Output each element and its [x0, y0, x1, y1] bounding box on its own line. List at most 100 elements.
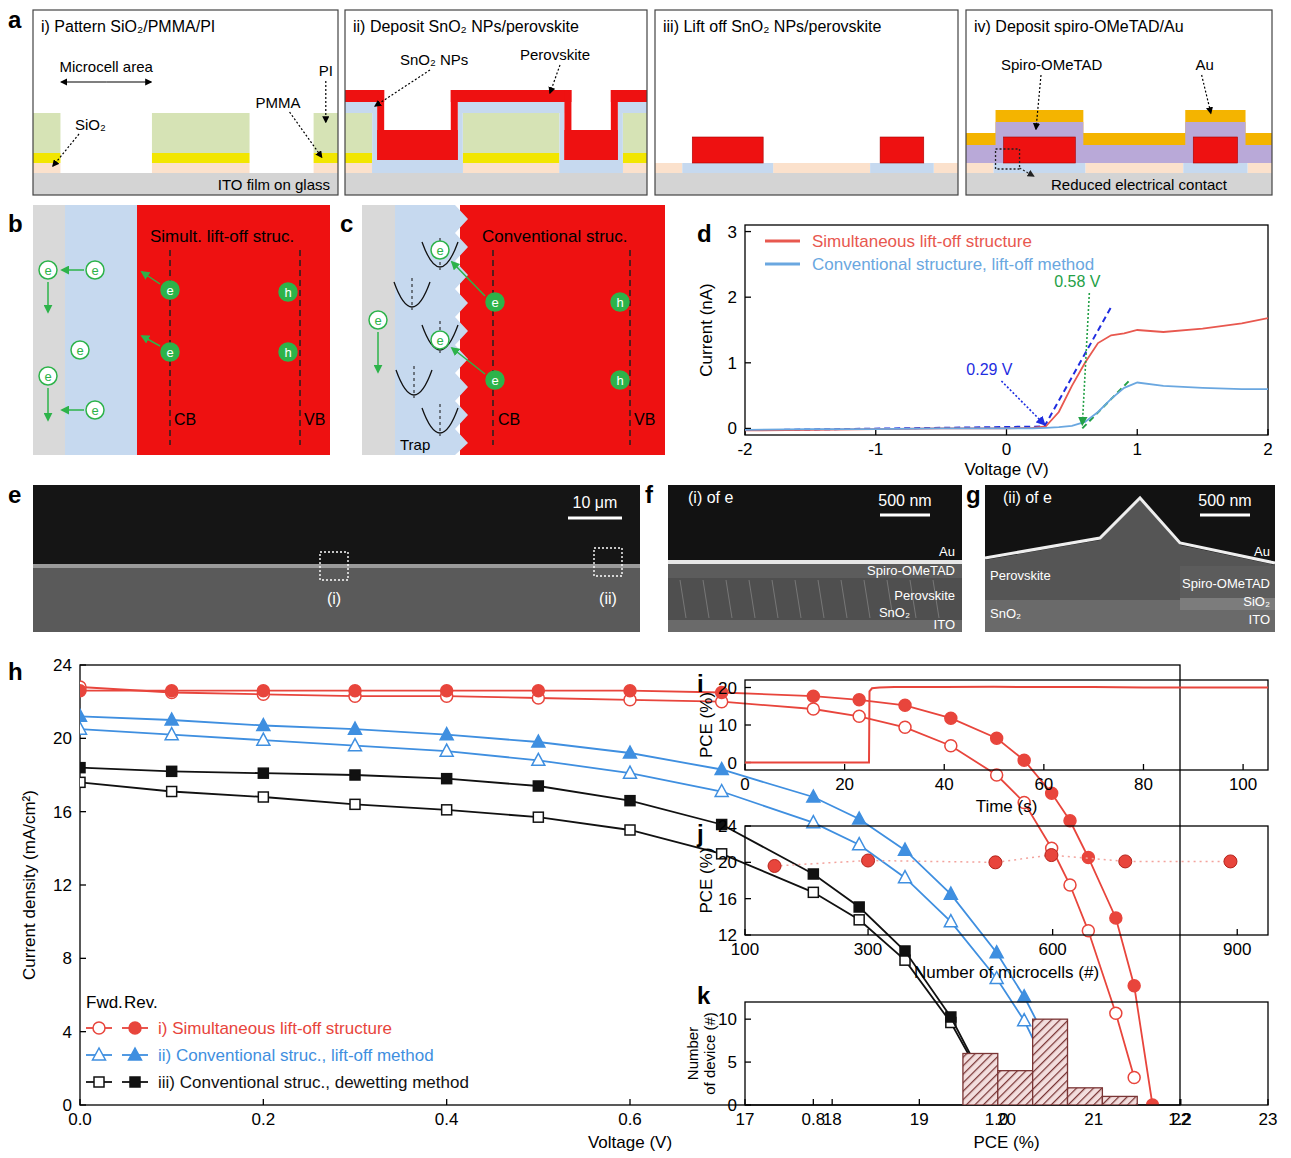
arrow — [47, 388, 49, 420]
label: 500 nm — [1198, 492, 1251, 509]
x-tick-label: -1 — [868, 440, 883, 459]
marker — [990, 946, 1003, 958]
electron-label: e — [166, 345, 173, 360]
pmma-layer — [152, 153, 250, 163]
x-axis-title: Time (s) — [976, 797, 1038, 816]
legend-marker — [93, 1048, 106, 1060]
x-tick-label: 0.8 — [802, 1110, 826, 1129]
x-tick — [263, 1099, 264, 1105]
electron: e — [39, 261, 57, 279]
y-tick — [745, 297, 751, 298]
marker — [624, 766, 637, 778]
y-tick — [745, 1019, 751, 1020]
electron-circle — [39, 261, 57, 279]
y-tick — [80, 738, 86, 739]
grain — [818, 580, 824, 618]
arrow — [452, 348, 485, 374]
x-tick-label: 600 — [1038, 940, 1066, 959]
marker — [1128, 980, 1140, 992]
sio2-layer — [655, 163, 682, 173]
spiro-layer — [966, 122, 1272, 163]
legend-label: iii) Conventional struc., dewetting meth… — [158, 1073, 469, 1092]
label: ITO film on glass — [218, 176, 330, 193]
y-tick — [745, 362, 751, 363]
arrow — [61, 81, 106, 82]
x-tick — [1242, 764, 1243, 770]
x-tick-label: 0 — [1002, 440, 1011, 459]
perovskite-layer — [880, 137, 924, 163]
point — [1224, 855, 1237, 868]
x-tick-label: 1 — [1133, 440, 1142, 459]
label: Reduced electrical contact — [1051, 176, 1228, 193]
frame — [655, 10, 958, 195]
arrow — [62, 269, 84, 271]
marker — [853, 710, 865, 722]
electron-label: e — [436, 243, 443, 258]
electrode — [362, 205, 395, 455]
x-tick-label: 19 — [910, 1110, 929, 1129]
x-tick — [446, 1099, 447, 1105]
figure: ai) Pattern SiO₂/PMMA/PIMicrocell areaSi… — [0, 0, 1291, 1158]
subpanel: iv) Deposit spiro-OMeTAD/AuSpiro-OMeTADA… — [966, 10, 1272, 195]
curve — [745, 383, 1268, 430]
curve — [80, 729, 1052, 1077]
y-tick — [80, 811, 86, 812]
x-tick — [867, 929, 868, 935]
perovskite-layer — [1004, 137, 1076, 163]
marker — [854, 915, 864, 925]
legend-header: Fwd. — [86, 993, 123, 1012]
background — [33, 10, 338, 195]
electron-circle — [71, 341, 89, 359]
y-tick-label: 24 — [53, 656, 72, 675]
legend-marker — [130, 1077, 140, 1087]
marker — [808, 887, 818, 897]
label: Spiro-OMeTAD — [867, 563, 955, 578]
ito-layer — [668, 620, 962, 632]
plot-area — [768, 849, 1237, 873]
panel-letter: b — [8, 210, 23, 237]
electron-label: e — [374, 313, 381, 328]
marker — [80, 722, 87, 734]
y-tick — [745, 1104, 751, 1105]
x-tick — [744, 929, 745, 935]
label: SiO₂ — [1243, 594, 1270, 609]
arrow — [1082, 293, 1089, 424]
marker — [899, 721, 911, 733]
au-layer — [966, 110, 1272, 163]
panel-letter: d — [697, 220, 712, 247]
y-tick-label: 1 — [728, 354, 737, 373]
vb-line — [299, 250, 301, 445]
y-tick-label: 0 — [728, 419, 737, 438]
hole: h — [611, 371, 629, 389]
vb-line — [629, 250, 631, 445]
marker — [349, 739, 362, 751]
arrow — [375, 70, 430, 106]
legend-swatch — [765, 263, 800, 266]
y-tick-label: 10 — [718, 716, 737, 735]
marker — [257, 685, 269, 697]
y-tick-label: 10 — [718, 1010, 737, 1029]
hole-circle — [279, 283, 297, 301]
point — [1045, 849, 1058, 862]
sio2-layer — [966, 163, 994, 173]
sio2-layer — [1248, 163, 1272, 173]
label: ITO — [934, 617, 955, 632]
marker — [165, 713, 178, 725]
x-tick — [1237, 929, 1238, 935]
electron: e — [86, 401, 104, 419]
subpanel-title: iv) Deposit spiro-OMeTAD/Au — [974, 18, 1184, 35]
marker — [991, 769, 1003, 781]
legend-header: Rev. — [124, 993, 158, 1012]
label: (i) — [327, 590, 341, 607]
arrow — [62, 409, 84, 411]
grain — [703, 580, 709, 618]
marker — [715, 785, 728, 797]
x-tick — [744, 1099, 745, 1105]
x-tick — [1180, 1099, 1181, 1105]
y-tick-label: 12 — [718, 926, 737, 945]
label: Spiro-OMeTAD — [1001, 56, 1103, 73]
arrow — [1036, 75, 1041, 129]
marker — [80, 709, 87, 721]
electron: e — [71, 341, 89, 359]
label: CB — [498, 411, 520, 428]
